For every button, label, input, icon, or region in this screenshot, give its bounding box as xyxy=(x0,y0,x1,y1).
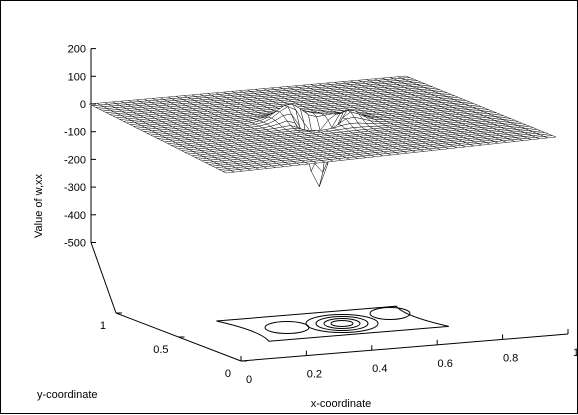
contour-ring xyxy=(305,314,379,333)
z-axis-base-line xyxy=(90,242,117,314)
x-tick-label: 0.2 xyxy=(307,369,322,381)
z-tick-label: -100 xyxy=(64,127,86,139)
contour-ring xyxy=(315,316,369,331)
x-tick-label: 0.6 xyxy=(438,358,453,370)
surface-cell xyxy=(543,135,557,139)
contour-ring xyxy=(264,321,310,334)
x-axis-label: x-coordinate xyxy=(311,398,372,410)
contour-outline xyxy=(216,305,449,342)
contour-projection xyxy=(216,305,449,342)
z-tick-label: 0 xyxy=(80,99,86,111)
contour-ring xyxy=(323,318,361,329)
z-tick-label: 100 xyxy=(68,71,86,83)
z-axis-label: Value of w,xx xyxy=(33,174,45,238)
x-tick-label: 0 xyxy=(246,374,252,386)
y-tick-label: 0 xyxy=(225,368,231,380)
x-tick-label: 0.4 xyxy=(372,363,387,375)
contour-ring xyxy=(369,307,411,320)
z-tick-label: -500 xyxy=(64,238,86,250)
x-tick-label: 1 xyxy=(573,347,578,359)
z-tick-label: -200 xyxy=(64,154,86,166)
contour-ring xyxy=(330,320,354,327)
x-axis-line xyxy=(240,333,569,362)
y-tick-label: 0.5 xyxy=(153,344,168,356)
y-tick-label: 1 xyxy=(100,320,106,332)
z-tick-label: -300 xyxy=(64,182,86,194)
z-tick-label: -400 xyxy=(64,210,86,222)
surface-mesh xyxy=(88,75,557,188)
z-tick-label: 200 xyxy=(68,44,86,56)
tick-labels: 200 100 0 -100 -200 -300 -400 -500 0 0.2 0.4 0.6 0.8… xyxy=(64,44,578,386)
x-tick-label: 0.8 xyxy=(503,352,518,364)
y-axis-label: y-coordinate xyxy=(37,389,98,401)
